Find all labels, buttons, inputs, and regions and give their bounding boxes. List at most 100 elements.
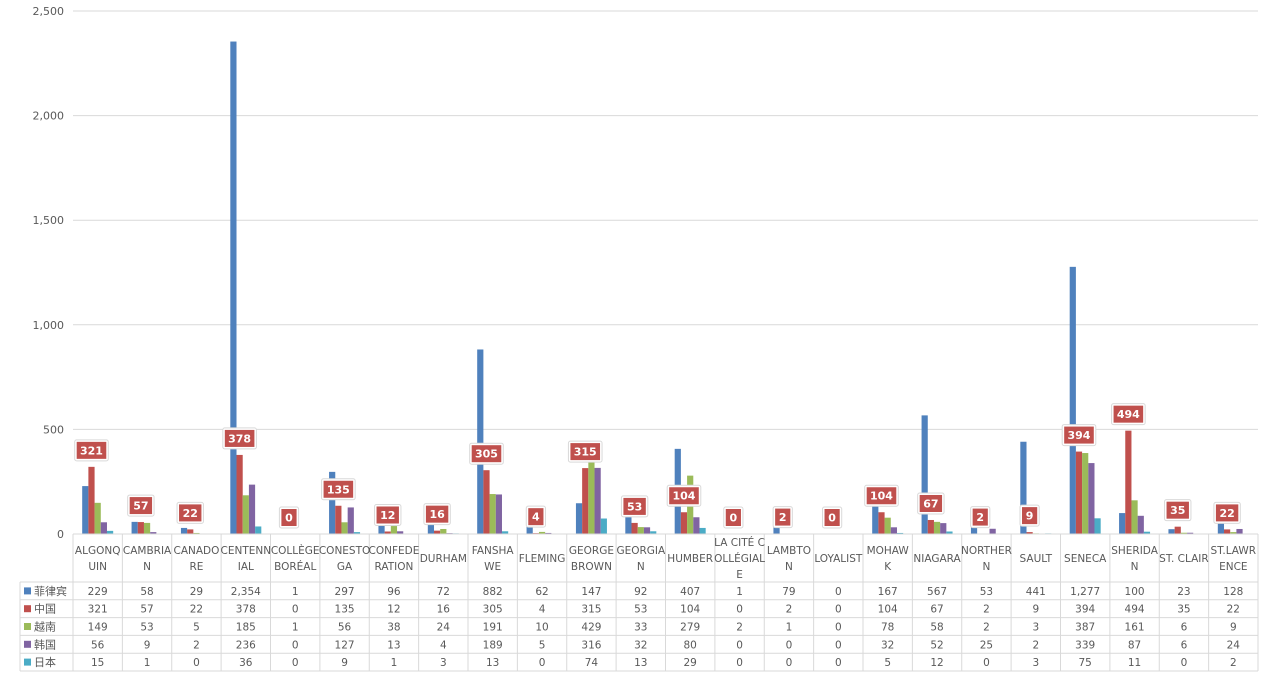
- table-value: 2: [193, 639, 200, 651]
- bar: [187, 529, 194, 534]
- category-label: FLEMING: [519, 553, 566, 565]
- bar: [538, 531, 546, 534]
- bar: [1230, 532, 1237, 534]
- bar: [625, 514, 632, 534]
- table-value: 78: [881, 622, 894, 634]
- bar: [884, 517, 891, 534]
- bar: [1069, 266, 1076, 534]
- category-label: SHERIDA: [1111, 545, 1158, 557]
- data-label-box: [1113, 405, 1144, 423]
- bar: [501, 531, 509, 534]
- bar: [137, 522, 144, 534]
- table-value: 0: [292, 604, 299, 616]
- bar: [180, 527, 188, 534]
- table-value: 0: [292, 657, 299, 669]
- table-value: 12: [387, 604, 400, 616]
- data-label-box: [1022, 507, 1038, 525]
- bar: [353, 532, 361, 534]
- bar: [989, 528, 996, 534]
- bar: [248, 484, 256, 534]
- bar: [927, 519, 934, 534]
- bar: [588, 444, 595, 534]
- table-value: 5: [193, 622, 200, 634]
- category-label: ST.LAWR: [1211, 545, 1257, 557]
- data-label-box: [323, 480, 354, 498]
- bar: [1020, 441, 1027, 534]
- bar: [890, 527, 897, 534]
- bar: [477, 349, 484, 534]
- y-tick-label: 2,500: [33, 5, 65, 18]
- data-label-box: [281, 509, 297, 526]
- table-value: 29: [190, 586, 203, 598]
- category-label: LA CITÉ C: [714, 536, 765, 549]
- bar: [946, 531, 953, 534]
- bar: [1168, 529, 1175, 534]
- data-label: 2: [976, 511, 984, 524]
- bar: [1026, 532, 1033, 534]
- table-value: 429: [581, 622, 601, 634]
- category-label: GEORGIA: [616, 545, 666, 557]
- y-tick-label: 1,000: [33, 319, 65, 332]
- category-label: E: [736, 569, 743, 581]
- bar: [236, 454, 243, 534]
- table-value: 6: [1181, 639, 1188, 651]
- bar: [600, 518, 607, 534]
- bar: [970, 522, 978, 534]
- category-label: OLLÉGIAL: [714, 552, 765, 565]
- table-value: 57: [140, 604, 153, 616]
- bar: [131, 521, 138, 534]
- category-label: NORTHER: [961, 545, 1012, 557]
- category-label: LOYALIST: [814, 553, 863, 565]
- table-value: 4: [539, 604, 546, 616]
- bar: [1082, 453, 1089, 534]
- category-label: GA: [337, 561, 353, 573]
- bar: [1119, 513, 1126, 534]
- category-label: N: [785, 561, 793, 573]
- data-label-box: [725, 509, 741, 526]
- bar: [82, 486, 89, 534]
- category-label: RE: [189, 561, 203, 573]
- category-label: ALGONQ: [75, 545, 121, 557]
- data-label-box: [1215, 504, 1239, 522]
- data-label: 2: [779, 511, 787, 524]
- category-label: N: [637, 561, 645, 573]
- category-label: RATION: [375, 561, 414, 573]
- data-label-box: [775, 508, 791, 526]
- table-value: 53: [634, 604, 647, 616]
- category-label: SENECA: [1064, 553, 1107, 565]
- table-value: 6: [1181, 622, 1188, 634]
- table-value: 1: [736, 586, 743, 598]
- data-label: 135: [327, 483, 350, 496]
- table-value: 378: [236, 604, 256, 616]
- bar: [255, 526, 262, 534]
- bar: [896, 532, 904, 534]
- bar: [643, 527, 651, 534]
- table-value: 10: [535, 622, 548, 634]
- data-label: 305: [475, 448, 498, 461]
- data-label: 53: [627, 500, 642, 513]
- category-label: BROWN: [571, 561, 612, 573]
- category-label: CENTENN: [221, 545, 272, 557]
- bar: [1075, 451, 1083, 534]
- table-value: 167: [878, 586, 898, 598]
- category-label: GEORGE: [569, 545, 614, 557]
- bar: [242, 495, 249, 534]
- table-value: 75: [1079, 657, 1092, 669]
- table-value: 191: [483, 622, 503, 634]
- table-value: 339: [1075, 639, 1095, 651]
- table-value: 13: [387, 639, 400, 651]
- table-value: 0: [786, 639, 793, 651]
- data-label-box: [669, 487, 699, 505]
- bar: [1180, 532, 1188, 534]
- table-value: 0: [835, 657, 842, 669]
- table-value: 0: [835, 622, 842, 634]
- bar: [872, 499, 879, 534]
- bar: [341, 522, 348, 534]
- table-value: 882: [483, 586, 503, 598]
- data-label: 57: [133, 500, 148, 513]
- table-value: 62: [535, 586, 548, 598]
- table-value: 74: [585, 657, 599, 669]
- category-label: CONESTO: [319, 545, 370, 557]
- data-label-box: [76, 441, 107, 459]
- bar: [384, 531, 391, 534]
